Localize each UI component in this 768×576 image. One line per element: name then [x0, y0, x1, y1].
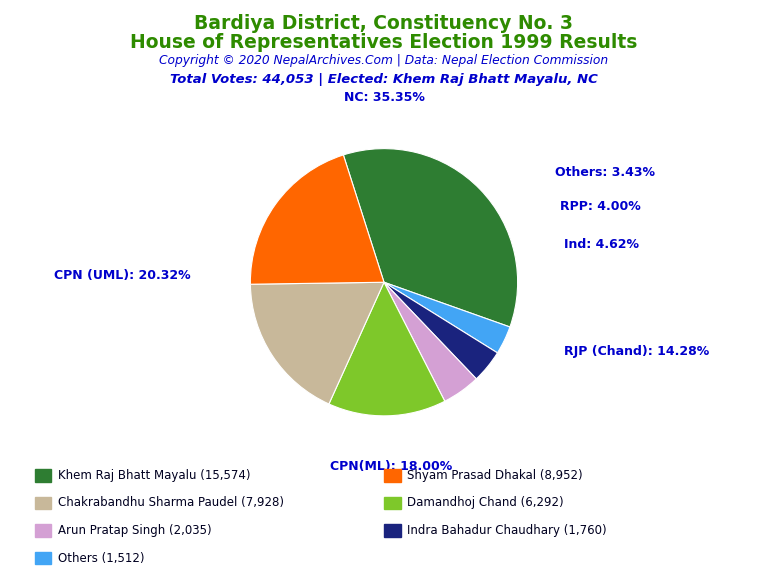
Text: House of Representatives Election 1999 Results: House of Representatives Election 1999 R…	[131, 33, 637, 52]
Text: Total Votes: 44,053 | Elected: Khem Raj Bhatt Mayalu, NC: Total Votes: 44,053 | Elected: Khem Raj …	[170, 73, 598, 86]
Wedge shape	[329, 282, 445, 416]
Text: NC: 35.35%: NC: 35.35%	[343, 92, 425, 104]
Text: Khem Raj Bhatt Mayalu (15,574): Khem Raj Bhatt Mayalu (15,574)	[58, 469, 250, 482]
Text: RPP: 4.00%: RPP: 4.00%	[561, 199, 641, 213]
Text: Shyam Prasad Dhakal (8,952): Shyam Prasad Dhakal (8,952)	[407, 469, 583, 482]
Text: RJP (Chand): 14.28%: RJP (Chand): 14.28%	[564, 345, 710, 358]
Text: Chakrabandhu Sharma Paudel (7,928): Chakrabandhu Sharma Paudel (7,928)	[58, 497, 283, 509]
Text: Ind: 4.62%: Ind: 4.62%	[564, 238, 640, 251]
Text: Others (1,512): Others (1,512)	[58, 552, 144, 564]
Wedge shape	[343, 149, 518, 327]
Text: Indra Bahadur Chaudhary (1,760): Indra Bahadur Chaudhary (1,760)	[407, 524, 607, 537]
Text: CPN (UML): 20.32%: CPN (UML): 20.32%	[54, 269, 190, 282]
Text: CPN(ML): 18.00%: CPN(ML): 18.00%	[329, 460, 452, 473]
Text: Bardiya District, Constituency No. 3: Bardiya District, Constituency No. 3	[194, 14, 574, 33]
Wedge shape	[384, 282, 498, 379]
Text: Copyright © 2020 NepalArchives.Com | Data: Nepal Election Commission: Copyright © 2020 NepalArchives.Com | Dat…	[160, 54, 608, 67]
Wedge shape	[384, 282, 476, 401]
Wedge shape	[384, 282, 510, 353]
Text: Damandhoj Chand (6,292): Damandhoj Chand (6,292)	[407, 497, 564, 509]
Wedge shape	[250, 155, 384, 284]
Wedge shape	[250, 282, 384, 404]
Text: Arun Pratap Singh (2,035): Arun Pratap Singh (2,035)	[58, 524, 211, 537]
Text: Others: 3.43%: Others: 3.43%	[555, 166, 655, 179]
